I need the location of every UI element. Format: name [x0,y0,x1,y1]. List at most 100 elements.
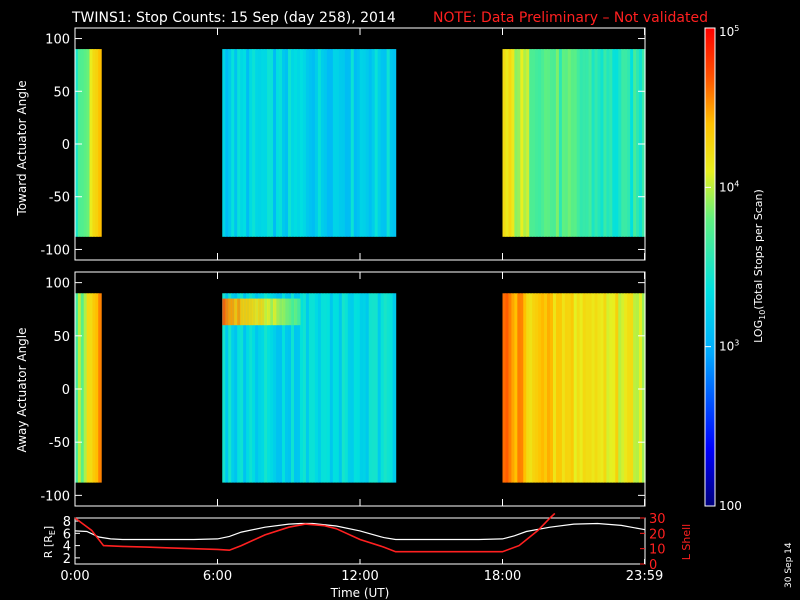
heatmap-cell [89,49,94,237]
heatmap-cell [83,49,88,237]
heatmap-cell [618,293,622,483]
heatmap-cell [75,293,79,483]
heatmap-cell [80,49,85,237]
heatmap-cell [377,293,382,483]
heatmap-cell [323,49,328,237]
x-tick-label: 12:00 [341,569,378,584]
heatmap-cell [246,49,250,237]
heatmap-band-cell [285,298,289,326]
colorbar-gradient [704,27,716,507]
heatmap-cell [314,293,319,483]
heatmap-cell [377,49,382,237]
heatmap-band-cell [255,298,259,326]
heatmap-cell [305,49,310,237]
heatmap-cell [261,49,265,237]
heatmap-cell [561,293,566,483]
heatmap-cell [353,293,358,483]
heatmap-cell [83,293,88,483]
heatmap-cell [523,293,527,483]
heatmap-cell [591,49,596,237]
heatmap-cell [359,293,364,483]
heatmap-cell [627,293,631,483]
heatmap-cell [520,293,524,483]
heatmap-cell [609,293,613,483]
heatmap-cell [344,49,349,237]
heatmap-cell [293,49,298,237]
heatmap-cell [231,293,235,483]
heatmap-cell [243,293,247,483]
heatmap-cell [621,293,625,483]
heatmap-cell [225,293,229,483]
heatmap-cell [86,293,91,483]
heatmap-cell [323,293,328,483]
heatmap-band-cell [228,298,232,326]
x-tick-label: 6:00 [203,569,232,584]
heatmap-cell [305,293,310,483]
heatmap-cell [293,293,298,483]
heatmap-cell [600,293,605,483]
heatmap-cell [383,293,388,483]
heatmap-cell [508,49,513,237]
colorbar-tick-label: 105 [719,24,739,39]
heatmap-band-cell [231,298,235,326]
heatmap-cell [77,49,82,237]
heatmap-cell [273,49,277,237]
heatmap-cell [341,49,346,237]
heatmap-cell [231,49,235,237]
heatmap-cell [282,293,286,483]
heatmap-cell [329,293,334,483]
heatmap-cell [564,293,569,483]
heatmap-cell [296,49,301,237]
left-tick-label: 4 [63,540,71,555]
heatmap-cell [573,293,578,483]
heatmap-cell [576,293,581,483]
heatmap-cell [308,49,313,237]
heatmap-band-cell [267,298,271,326]
y-tick-label: 0 [62,383,70,398]
heatmap-cell [582,49,587,237]
heatmap-cell [267,49,271,237]
heatmap-band-cell [270,298,274,326]
heatmap-band-cell [296,298,301,326]
heatmap-cell [332,293,337,483]
heatmap-cell [282,49,286,237]
y-tick-label: -50 [49,436,70,451]
heatmap-cell [270,49,274,237]
heatmap-cell [317,49,322,237]
heatmap-cell [288,49,292,237]
heatmap-cell [326,293,331,483]
heatmap-cell [389,49,394,237]
heatmap-cell [291,293,295,483]
heatmap-cell [558,293,563,483]
heatmap-cell [606,293,610,483]
heatmap-cell [621,49,625,237]
heatmap-cell [588,293,593,483]
heatmap-cell [585,49,590,237]
heatmap-cell [612,293,616,483]
heatmap-cell [237,49,241,237]
heatmap-band-cell [273,298,277,326]
heatmap-cell [317,293,322,483]
heatmap-cell [285,49,289,237]
heatmap-cell [353,49,358,237]
orbit-right-ylabel: L Shell [680,524,693,560]
heatmap-cell [392,49,397,237]
heatmap-cell [594,49,599,237]
colorbar: 105 104 103 100 LOG10(Total Stops per Scan) [704,24,767,513]
heatmap-cell [380,293,385,483]
heatmap-cell [615,49,619,237]
heatmap-cell [383,49,388,237]
heatmap-cell [550,293,554,483]
y-tick-label: 50 [53,85,70,100]
y-tick-label: 100 [45,33,70,48]
heatmap-cell [89,293,94,483]
heatmap-band-cell [279,298,283,326]
heatmap-cell [240,49,244,237]
heatmap-cell [344,293,349,483]
heatmap-cell [347,49,352,237]
heatmap-cell [365,293,370,483]
heatmap-cell [314,49,319,237]
heatmap-band-cell [264,298,268,326]
heatmap-cell [585,293,590,483]
left-tick-label: 8 [63,515,71,530]
